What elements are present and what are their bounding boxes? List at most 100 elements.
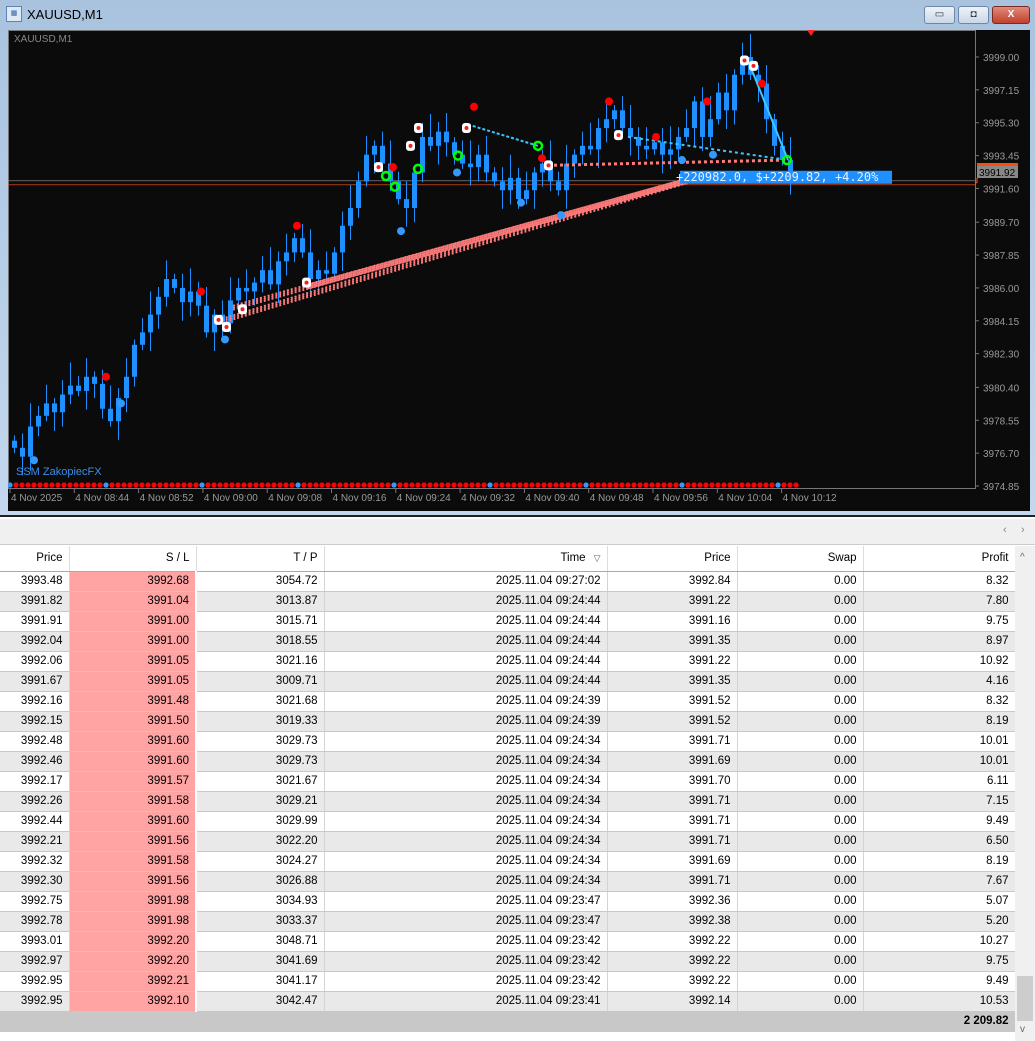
column-header-label: Price: [704, 552, 731, 565]
table-row[interactable]: 3992.75 3991.98 3034.93 2025.11.04 09:23:47…: [0, 891, 1016, 912]
table-row[interactable]: 3992.78 3991.98 3033.37 2025.11.04 09:23:47…: [0, 911, 1016, 932]
table-row[interactable]: 3991.82 3991.04 3013.87 2025.11.04 09:24:44…: [0, 591, 1016, 612]
table-row[interactable]: 3992.95 3992.21 3041.17 2025.11.04 09:23:42…: [0, 971, 1016, 992]
column-header-sl[interactable]: S / L: [69, 546, 197, 572]
indicator-dot: [379, 482, 385, 488]
cell-time: 2025.11.04 09:23:47: [324, 911, 608, 932]
candle-body: [36, 415, 41, 427]
candle-body: [708, 119, 713, 137]
column-header-tp[interactable]: T / P: [196, 546, 325, 572]
candlestick-chart[interactable]: 3999.00 3997.15 3995.30 3993.45 3991.60 3989.…: [7, 30, 1030, 511]
total-cell: [69, 1011, 196, 1032]
stop-loss-line: [217, 173, 709, 323]
table-row[interactable]: 3992.17 3991.57 3021.67 2025.11.04 09:24:34…: [0, 771, 1016, 792]
column-header-label: Price: [36, 552, 63, 565]
indicator-dot: [421, 482, 427, 488]
indicator-dot: [487, 482, 493, 488]
candle-body: [420, 136, 425, 173]
table-row[interactable]: 3992.30 3991.56 3026.88 2025.11.04 09:24:34…: [0, 871, 1016, 892]
indicator-dot: [571, 482, 577, 488]
scroll-up-button[interactable]: ^: [1020, 552, 1025, 563]
table-row[interactable]: 3992.95 3992.10 3042.47 2025.11.04 09:23:41…: [0, 991, 1016, 1012]
candle-body: [468, 163, 473, 168]
indicator-dot: [79, 482, 85, 488]
table-row[interactable]: 3992.06 3991.05 3021.16 2025.11.04 09:24:44…: [0, 651, 1016, 672]
candle-body: [340, 225, 345, 253]
price-chart[interactable]: 3999.00 3997.15 3995.30 3993.45 3991.60 3989.…: [7, 30, 1030, 511]
column-header-price[interactable]: Price: [607, 546, 738, 572]
table-row[interactable]: 3991.67 3991.05 3009.71 2025.11.04 09:24:44…: [0, 671, 1016, 692]
cell-time: 2025.11.04 09:24:34: [324, 731, 608, 752]
trade-line: [747, 60, 789, 161]
table-row[interactable]: 3992.16 3991.48 3021.68 2025.11.04 09:24:39…: [0, 691, 1016, 712]
cell-price: 3992.78: [0, 911, 70, 932]
table-row[interactable]: 3992.21 3991.56 3022.20 2025.11.04 09:24:34…: [0, 831, 1016, 852]
candle-body: [460, 154, 465, 164]
cell-price: 3992.32: [0, 851, 70, 872]
indicator-dot: [619, 482, 625, 488]
column-header-time[interactable]: Time ▽: [324, 546, 608, 572]
trade-line: [627, 135, 789, 162]
indicator-dot: [343, 482, 349, 488]
column-header-swap[interactable]: Swap: [737, 546, 864, 572]
candle-body: [772, 119, 777, 146]
scroll-right-button[interactable]: ›: [1021, 524, 1025, 536]
table-row[interactable]: 3992.97 3992.20 3041.69 2025.11.04 09:23:42…: [0, 951, 1016, 972]
cell-tp: 3029.99: [196, 811, 325, 832]
table-row[interactable]: 3992.15 3991.50 3019.33 2025.11.04 09:24:39…: [0, 711, 1016, 732]
table-row[interactable]: 3992.46 3991.60 3029.73 2025.11.04 09:24:34…: [0, 751, 1016, 772]
price-tick-label: 3995.30: [983, 119, 1020, 130]
indicator-dot: [25, 482, 31, 488]
trades-table: Price S / L T / P Time ▽ Price Swap Profit 3993…: [0, 546, 1016, 1032]
scrollbar-thumb[interactable]: [1017, 976, 1033, 1021]
table-row[interactable]: 3993.01 3992.20 3048.71 2025.11.04 09:23:42…: [0, 931, 1016, 952]
table-row[interactable]: 3992.26 3991.58 3029.21 2025.11.04 09:24:34…: [0, 791, 1016, 812]
candle-body: [380, 145, 385, 164]
indicator-dot: [667, 482, 673, 488]
scroll-left-button[interactable]: ‹: [1003, 524, 1007, 536]
time-tick-label: 4 Nov 09:40: [525, 493, 579, 504]
column-header-profit[interactable]: Profit: [863, 546, 1016, 572]
cell-sl: 3991.56: [69, 871, 197, 892]
indicator-dot: [55, 482, 61, 488]
minimize-button[interactable]: ▭: [924, 6, 955, 24]
title-bar[interactable]: ▦ XAUUSD,M1 ▭ ◘ X: [0, 0, 1035, 28]
plot-border: [8, 30, 976, 489]
indicator-dot: [691, 482, 697, 488]
order-marker-dot: [546, 163, 551, 168]
table-row[interactable]: 3991.91 3991.00 3015.71 2025.11.04 09:24:44…: [0, 611, 1016, 632]
candle-body: [556, 181, 561, 191]
cell-price: 3992.46: [0, 751, 70, 772]
buy-signal-marker: [453, 168, 461, 177]
cell-current-price: 3991.69: [607, 751, 738, 772]
table-row[interactable]: 3992.32 3991.58 3024.27 2025.11.04 09:24:34…: [0, 851, 1016, 872]
column-header-price[interactable]: Price: [0, 546, 70, 572]
close-button[interactable]: X: [992, 6, 1030, 24]
cell-tp: 3034.93: [196, 891, 325, 912]
scroll-down-button[interactable]: v: [1020, 1024, 1025, 1035]
price-tick-label: 3974.85: [983, 482, 1020, 493]
cell-swap: 0.00: [737, 671, 864, 692]
table-row[interactable]: 3992.04 3991.00 3018.55 2025.11.04 09:24:44…: [0, 631, 1016, 652]
restore-button[interactable]: ◘: [958, 6, 989, 24]
cell-tp: 3042.47: [196, 991, 325, 1012]
cell-sl: 3991.58: [69, 791, 197, 812]
indicator-dot: [175, 482, 181, 488]
table-row[interactable]: 3993.48 3992.68 3054.72 2025.11.04 09:27:02…: [0, 571, 1016, 592]
candle-body: [404, 199, 409, 208]
candle-body: [740, 57, 745, 75]
order-marker-dot: [224, 325, 229, 330]
cell-swap: 0.00: [737, 951, 864, 972]
table-row[interactable]: 3992.44 3991.60 3029.99 2025.11.04 09:24:34…: [0, 811, 1016, 832]
vertical-scrollbar[interactable]: ^ v: [1015, 546, 1035, 1041]
cell-current-price: 3991.69: [607, 851, 738, 872]
candle-body: [148, 314, 153, 333]
time-tick-label: 4 Nov 09:00: [204, 493, 258, 504]
column-header-label: T / P: [293, 552, 318, 565]
table-row[interactable]: 3992.48 3991.60 3029.73 2025.11.04 09:24:34…: [0, 731, 1016, 752]
stop-loss-line: [307, 171, 709, 286]
order-marker-dot: [742, 58, 747, 63]
candle-body: [116, 398, 121, 422]
stop-loss-line: [307, 173, 709, 288]
buy-signal-marker: [557, 211, 565, 220]
